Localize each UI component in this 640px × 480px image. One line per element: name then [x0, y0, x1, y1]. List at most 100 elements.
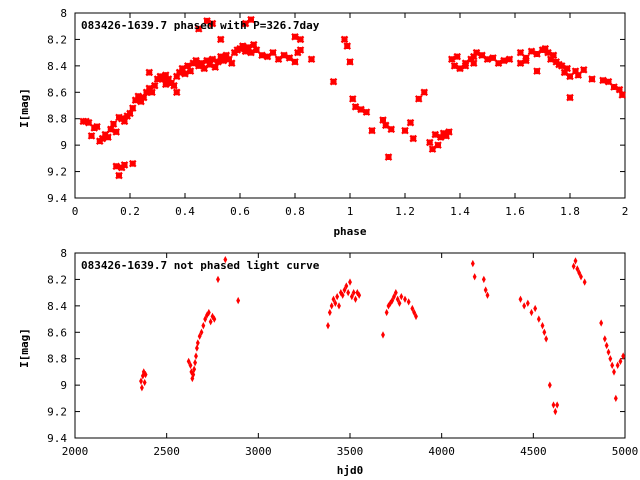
data-point	[566, 93, 574, 102]
data-point	[368, 126, 376, 135]
x-tick-label: 0.6	[230, 205, 250, 218]
data-point	[525, 299, 530, 307]
y-axis-label: I[mag]	[18, 328, 31, 368]
data-point	[346, 58, 354, 66]
data-point	[527, 47, 536, 56]
data-point	[351, 103, 360, 111]
data-point	[602, 335, 607, 343]
data-point	[329, 77, 338, 86]
data-point	[390, 296, 395, 305]
data-point	[227, 59, 236, 67]
data-point	[420, 88, 429, 97]
data-point	[442, 132, 451, 140]
data-point	[412, 308, 417, 317]
data-point	[470, 259, 475, 268]
data-point	[357, 105, 365, 114]
data-point	[109, 120, 118, 128]
data-point	[106, 125, 115, 134]
data-point	[192, 365, 197, 373]
data-point	[269, 48, 277, 57]
data-point	[393, 289, 398, 297]
data-point	[335, 292, 340, 301]
y-tick-label: 8.8	[47, 113, 67, 126]
data-point	[326, 322, 330, 330]
data-point	[615, 85, 624, 94]
chart-panel-1: 0 0.2 0.4 0.6 0.8 1 1.2 1.4 1.6 1.8 2 8 8.2 8.4 8.6 8.8…	[18, 7, 628, 238]
data-point	[344, 282, 349, 290]
data-point	[573, 257, 578, 265]
data-point	[141, 368, 146, 376]
data-point	[533, 67, 541, 75]
data-point	[216, 275, 220, 284]
data-point	[489, 54, 497, 62]
data-point	[494, 59, 503, 67]
data-point	[197, 59, 206, 67]
data-point	[142, 88, 151, 97]
data-point	[192, 56, 200, 65]
data-point	[208, 318, 213, 326]
data-point	[327, 308, 332, 317]
x-tick-label: 0.8	[285, 205, 305, 218]
data-point	[188, 361, 193, 369]
data-point	[381, 331, 385, 339]
data-point	[410, 304, 415, 313]
data-point	[175, 68, 184, 77]
data-point	[357, 291, 362, 299]
data-point	[472, 48, 481, 57]
data-point	[193, 359, 198, 367]
y-tick-label: 8.8	[47, 353, 67, 366]
data-point	[406, 298, 411, 306]
data-point	[191, 370, 196, 379]
data-point	[258, 51, 266, 60]
data-point	[403, 295, 407, 303]
data-point	[115, 171, 123, 180]
data-point	[93, 122, 101, 131]
data-point	[296, 46, 305, 54]
data-point	[186, 357, 191, 365]
data-point	[128, 159, 137, 168]
y-tick-label: 8.6	[47, 86, 67, 99]
data-point	[544, 48, 552, 57]
data-point	[551, 401, 556, 409]
y-tick-label: 8.2	[47, 33, 67, 46]
data-point	[172, 72, 181, 81]
data-point	[353, 295, 358, 303]
data-point	[469, 59, 478, 67]
data-point	[387, 125, 396, 134]
data-point	[223, 255, 228, 264]
data-point	[431, 130, 440, 139]
y-tick-label: 9.2	[47, 166, 67, 179]
data-point	[340, 291, 345, 299]
data-point	[610, 83, 618, 91]
data-point	[351, 289, 356, 297]
x-tick-label: 1.4	[450, 205, 470, 218]
data-point	[547, 381, 552, 389]
data-point	[145, 84, 154, 93]
data-point	[186, 67, 195, 75]
data-point	[445, 128, 453, 136]
data-point	[516, 48, 525, 57]
chart-title: 083426-1639.7 phased with P=326.7day	[81, 19, 320, 32]
data-point	[608, 355, 613, 363]
data-point	[307, 55, 316, 64]
data-point	[161, 71, 170, 79]
data-point	[469, 52, 478, 61]
x-tick-label: 0.4	[175, 205, 195, 218]
data-point	[200, 64, 209, 73]
data-point	[546, 55, 555, 64]
data-point	[139, 384, 144, 392]
data-point	[349, 292, 354, 301]
data-point	[222, 51, 231, 60]
data-point	[331, 295, 336, 303]
data-point	[425, 138, 434, 147]
data-point	[210, 312, 215, 321]
data-point	[579, 273, 583, 281]
data-point	[606, 348, 611, 356]
x-tick-label: 1.8	[560, 205, 580, 218]
data-point	[337, 302, 341, 310]
data-point	[522, 302, 527, 310]
data-point	[621, 352, 626, 360]
data-point	[447, 55, 456, 64]
